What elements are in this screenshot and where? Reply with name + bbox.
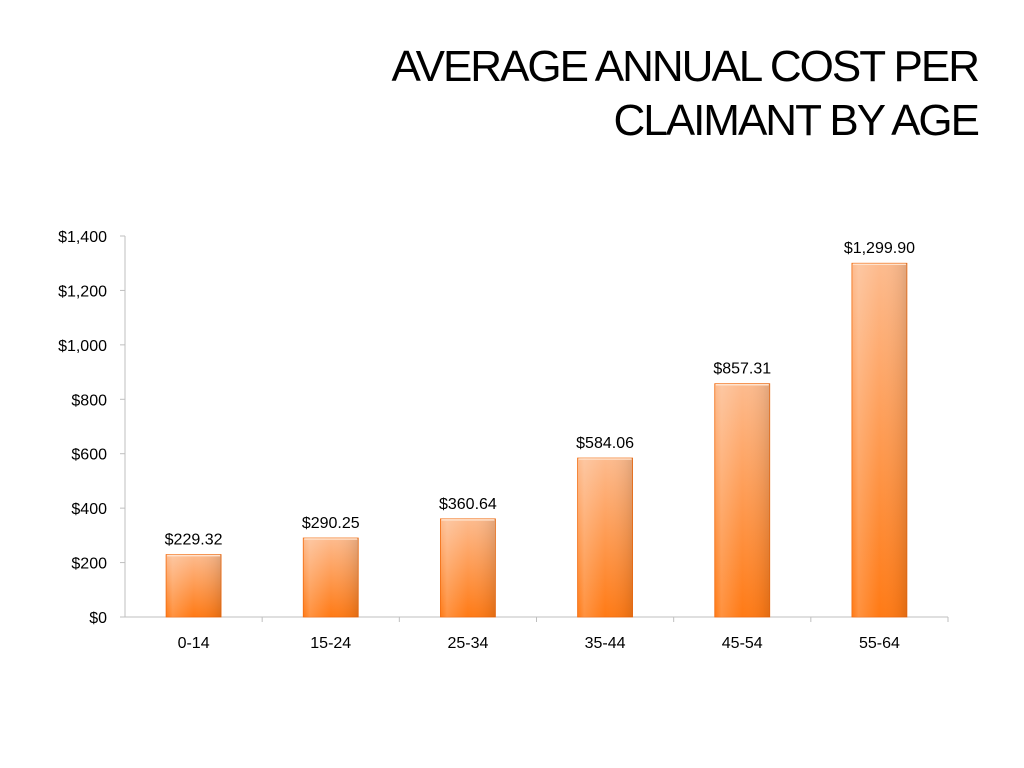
- bar-shine-55-64: [851, 263, 907, 617]
- x-tick-label-25-34: 25-34: [447, 635, 488, 652]
- bar-shine-0-14: [166, 554, 222, 617]
- y-tick-label: $1,400: [58, 229, 107, 246]
- data-label-35-44: $584.06: [576, 435, 634, 452]
- x-tick-label-15-24: 15-24: [310, 635, 351, 652]
- bar-shine-15-24: [303, 538, 359, 617]
- slide-title-line1: AVERAGE ANNUAL COST PER: [391, 42, 980, 91]
- data-label-0-14: $229.32: [165, 532, 223, 549]
- bar-shine-35-44: [577, 458, 633, 617]
- bar-shine-25-34: [440, 518, 496, 617]
- x-tick-label-0-14: 0-14: [178, 635, 210, 652]
- chart-labels: $0 $200 $400 $600 $800 $1,000 $1,200 $1,400 $229…: [58, 229, 915, 652]
- data-label-45-54: $857.31: [713, 361, 771, 378]
- y-tick-label: $400: [71, 501, 107, 518]
- data-label-15-24: $290.25: [302, 515, 360, 532]
- x-tick-label-45-54: 45-54: [722, 635, 763, 652]
- data-label-55-64: $1,299.90: [844, 240, 915, 257]
- slide-title-line2: CLAIMANT BY AGE: [613, 96, 980, 145]
- y-tick-label: $0: [89, 610, 107, 627]
- y-tick-label: $600: [71, 447, 107, 464]
- y-tick-label: $1,200: [58, 283, 107, 300]
- data-label-25-34: $360.64: [439, 496, 497, 513]
- y-tick-label: $200: [71, 556, 107, 573]
- chart-axes: [120, 235, 949, 622]
- bar-shine-45-54: [714, 383, 770, 617]
- y-tick-label: $800: [71, 392, 107, 409]
- slide-title: AVERAGE ANNUAL COST PER CLAIMANT BY AGE: [218, 40, 980, 148]
- y-tick-label: $1,000: [58, 338, 107, 355]
- chart-bars: [165, 262, 908, 618]
- x-tick-label-35-44: 35-44: [585, 635, 626, 652]
- x-tick-label-55-64: 55-64: [859, 635, 900, 652]
